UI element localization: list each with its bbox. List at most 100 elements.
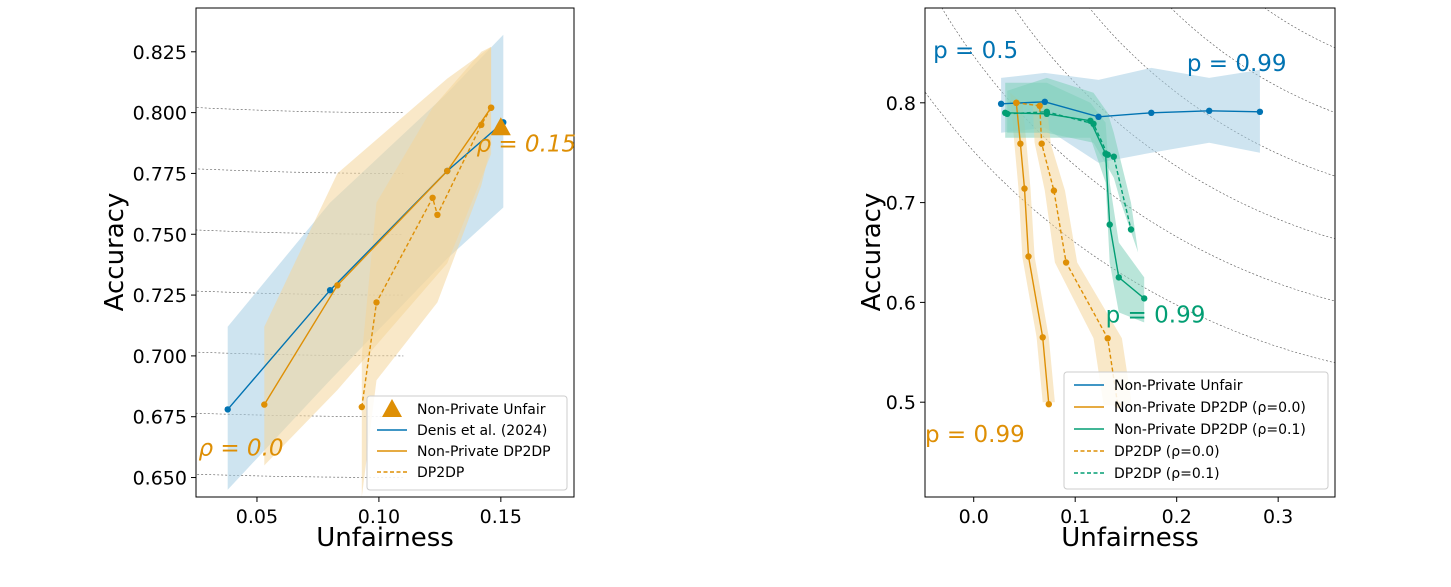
left-chart-panel: 0.650 0.675 0.700 0.725 0.750 0.775 0.800 0.825…	[100, 7, 576, 553]
right-contour-arc	[1156, 0, 1451, 23]
right-x-tick-label: 0.0	[959, 506, 989, 528]
left-legend: Non-Private Unfair Denis et al. (2024) Non…	[366, 395, 568, 491]
left-x-tick-label: 0.10	[358, 506, 400, 528]
right-point-non-private-unfair	[1095, 113, 1102, 121]
left-y-tick-label: 0.800	[133, 103, 187, 125]
right-annotation: p = 0.99	[1106, 302, 1206, 328]
left-point-denis-et-al-2024	[326, 287, 334, 294]
right-point-dp2dp-0-0	[1062, 259, 1070, 266]
left-y-tick-label: 0.650	[133, 468, 187, 490]
left-x-axis-ticks: 0.05 0.10 0.15	[236, 497, 522, 528]
right-legend-label: Non-Private DP2DP (ρ=0.1)	[1114, 422, 1306, 438]
left-x-tick-label: 0.15	[480, 506, 522, 528]
left-point-dp2dp	[434, 211, 441, 218]
left-point-dp2dp	[373, 299, 380, 306]
right-y-tick-label: 0.8	[886, 93, 916, 115]
left-series-points	[224, 104, 511, 413]
right-band-non-private-dp2dp-0-0	[1010, 92, 1055, 403]
right-x-axis-title: Unfairness	[1061, 523, 1199, 553]
right-point-non-private-dp2dp-0-0	[1045, 401, 1053, 408]
right-axes-frame	[924, 7, 1336, 498]
right-point-non-private-unfair	[1148, 109, 1155, 117]
left-marker-non-private-unfair	[490, 117, 511, 136]
right-annotations: p = 0.5 p = 0.99 p = 0.99 p = 0.99	[925, 38, 1287, 448]
right-point-dp2dp-0-1	[1043, 108, 1051, 116]
right-band-dp2dp-0-0	[1016, 102, 1132, 406]
right-legend-label: Non-Private Unfair	[1114, 378, 1243, 394]
left-y-tick-label: 0.700	[133, 346, 187, 368]
right-point-dp2dp-0-0	[1104, 335, 1111, 342]
left-y-axis-title: Accuracy	[100, 193, 130, 312]
right-x-tick-label: 0.1	[1060, 506, 1090, 528]
left-point-denis-et-al-2024	[224, 406, 231, 413]
left-legend-handle	[382, 399, 402, 417]
left-line-denis-et-al-2024	[227, 121, 504, 410]
left-annotation: ρ = 0.0	[198, 436, 283, 462]
right-point-non-private-dp2dp-0-1	[1115, 274, 1123, 281]
left-point-dp2dp	[478, 121, 485, 128]
right-legend-label: DP2DP (ρ=0.0)	[1114, 444, 1220, 460]
left-series-lines	[227, 107, 504, 410]
right-point-non-private-dp2dp-0-1	[1141, 295, 1148, 302]
left-x-tick-label: 0.05	[236, 506, 278, 528]
right-point-dp2dp-0-1	[1104, 151, 1111, 158]
right-line-dp2dp-0-1	[1007, 111, 1132, 230]
right-y-tick-label: 0.6	[886, 292, 916, 314]
right-point-non-private-unfair	[1206, 107, 1213, 115]
right-point-non-private-dp2dp-0-0	[1039, 334, 1046, 341]
right-point-dp2dp-0-1	[1127, 226, 1135, 233]
left-y-tick-label: 0.750	[133, 224, 187, 246]
right-contour-arc	[925, 91, 1335, 364]
left-confidence-bands	[227, 34, 504, 497]
right-point-non-private-dp2dp-0-0	[1017, 140, 1024, 147]
right-point-dp2dp-0-1	[1004, 110, 1011, 118]
left-legend-label: Denis et al. (2024)	[417, 423, 547, 439]
left-annotation: ρ = 0.15	[476, 132, 576, 158]
right-x-axis-ticks: 0.0 0.1 0.2 0.3	[959, 497, 1293, 528]
right-annotation: p = 0.5	[933, 38, 1018, 64]
left-legend-label: DP2DP	[417, 465, 464, 481]
left-contour-arc	[196, 168, 404, 174]
left-point-non-private-dp2dp	[334, 282, 341, 289]
left-annotations: ρ = 0.0 ρ = 0.15	[198, 132, 576, 462]
left-band-dp2dp	[361, 46, 492, 497]
right-point-dp2dp-0-0	[1038, 140, 1045, 147]
right-x-tick-label: 0.3	[1263, 506, 1293, 528]
left-point-dp2dp	[429, 194, 436, 201]
right-confidence-bands	[1001, 67, 1260, 406]
right-x-tick-label: 0.2	[1162, 506, 1192, 528]
left-legend-label: Non-Private Unfair	[417, 402, 546, 418]
right-line-non-private-dp2dp-0-0	[1015, 102, 1050, 405]
left-line-dp2dp	[361, 107, 492, 408]
right-point-dp2dp-0-0	[1050, 187, 1058, 194]
right-y-axis-ticks: 0.5 0.6 0.7 0.8	[886, 93, 925, 414]
left-point-dp2dp	[358, 403, 365, 411]
left-legend-box	[366, 395, 568, 491]
right-legend-label: Non-Private DP2DP (ρ=0.0)	[1114, 400, 1306, 416]
left-contour-arc	[196, 107, 404, 113]
left-y-tick-label: 0.775	[133, 163, 187, 185]
left-point-non-private-dp2dp	[444, 167, 451, 175]
right-point-non-private-unfair	[1041, 98, 1049, 106]
right-annotation: p = 0.99	[1187, 51, 1287, 77]
right-legend-label: DP2DP (ρ=0.1)	[1114, 466, 1220, 482]
right-legend: Non-Private Unfair Non-Private DP2DP (ρ=0…	[1063, 371, 1329, 490]
right-legend-box	[1063, 371, 1329, 490]
left-y-axis-ticks: 0.650 0.675 0.700 0.725 0.750 0.775 0.800 0.825	[133, 42, 196, 490]
right-y-tick-label: 0.5	[886, 392, 916, 414]
right-point-non-private-unfair	[1256, 108, 1264, 116]
right-point-non-private-dp2dp-0-0	[1021, 185, 1028, 192]
right-contour-arc	[1264, 8, 1335, 49]
left-y-tick-label: 0.675	[133, 407, 187, 429]
right-y-tick-label: 0.7	[886, 193, 916, 215]
left-point-non-private-dp2dp	[261, 401, 268, 408]
left-y-tick-label: 0.725	[133, 285, 187, 307]
right-point-dp2dp-0-0	[1036, 102, 1043, 110]
right-point-dp2dp-0-0	[1013, 99, 1020, 107]
right-series-points	[997, 98, 1264, 409]
left-legend-label: Non-Private DP2DP	[417, 444, 551, 460]
right-line-non-private-unfair	[1001, 101, 1260, 118]
right-point-non-private-dp2dp-0-1	[1106, 221, 1113, 228]
right-point-non-private-unfair	[997, 100, 1005, 108]
